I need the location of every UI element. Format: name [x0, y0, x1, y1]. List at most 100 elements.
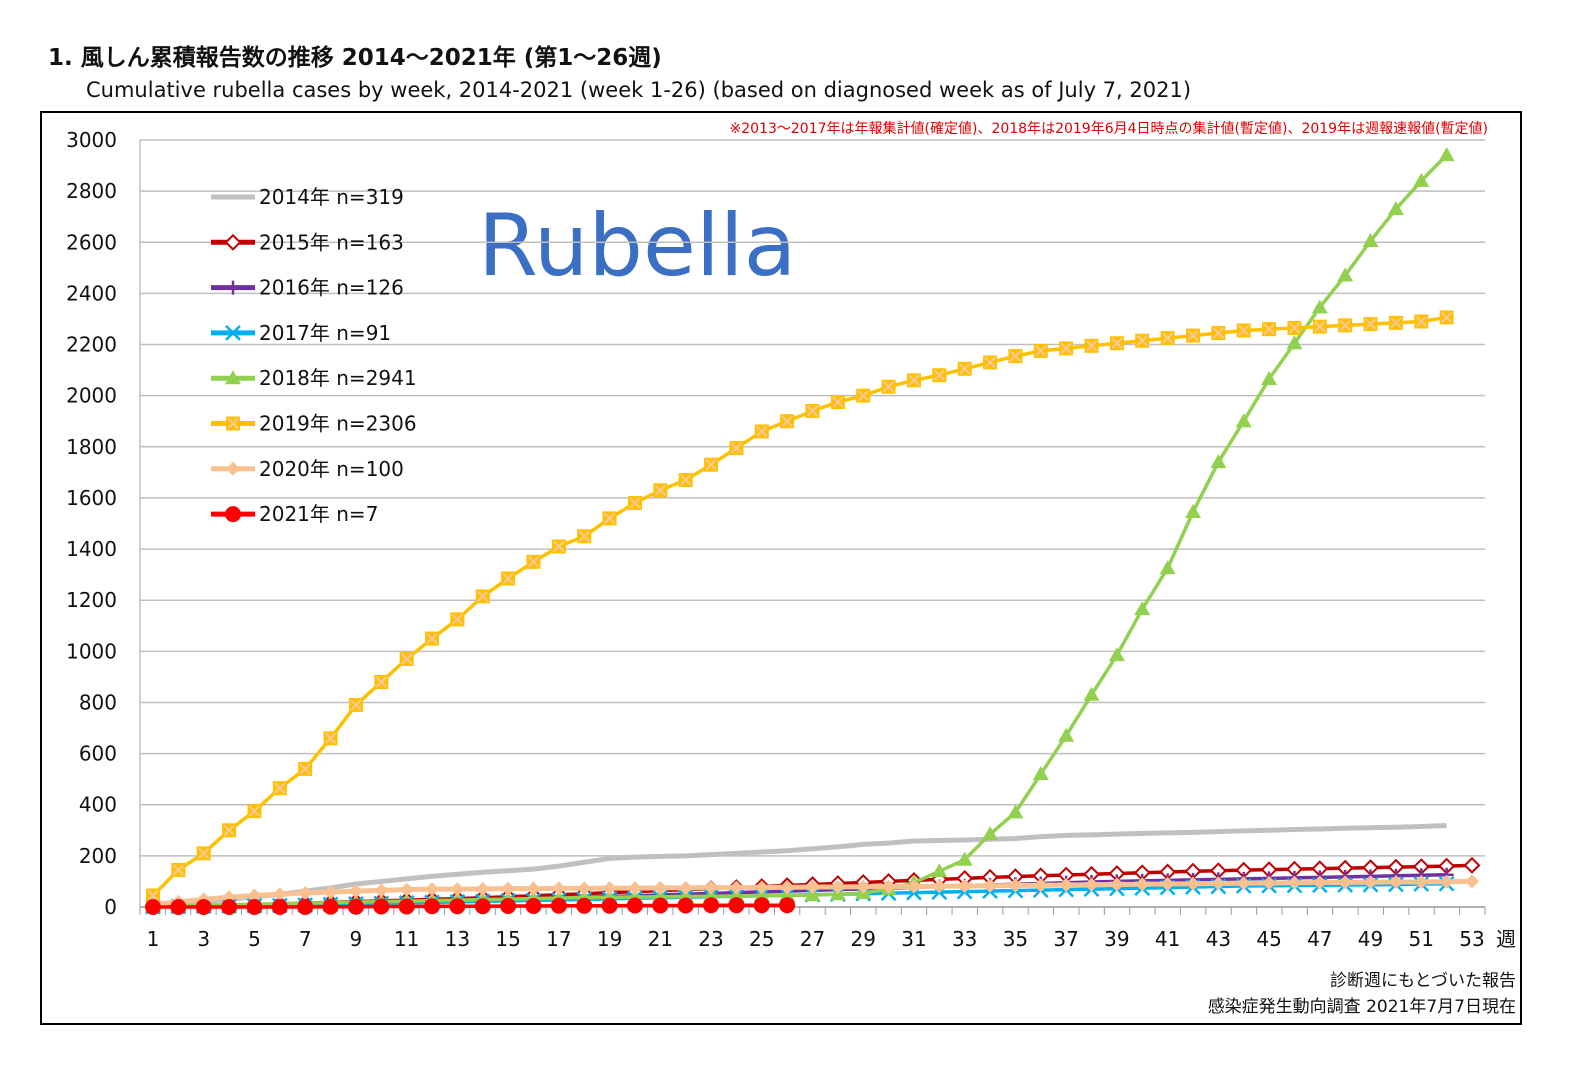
x-marker: [1314, 320, 1326, 333]
diamond-marker: [475, 881, 490, 896]
legend-item: 2017年 n=91: [211, 321, 391, 345]
triangle-marker: [1058, 727, 1075, 742]
circle-marker: [728, 897, 745, 914]
diamond-marker: [224, 233, 242, 251]
x-marker: [832, 396, 844, 408]
x-tick-label: 47: [1307, 927, 1332, 951]
diamond-marker: [425, 882, 440, 897]
diamond-marker: [1262, 875, 1277, 890]
legend-item: 2021年 n=7: [211, 502, 378, 526]
footer-line-2: 感染症発生動向調査 2021年7月7日現在: [1208, 997, 1516, 1017]
x-marker: [756, 425, 768, 438]
x-marker: [1060, 342, 1072, 355]
x-marker: [933, 369, 946, 381]
diamond-marker: [501, 881, 516, 896]
x-tick-label: 23: [698, 927, 723, 951]
diamond-marker: [856, 879, 871, 894]
x-marker: [806, 405, 819, 417]
circle-marker: [398, 898, 415, 915]
x-marker: [1288, 322, 1301, 334]
x-tick-label: 5: [248, 927, 261, 951]
diamond-marker: [272, 887, 287, 902]
legend-label: 2016年 n=126: [259, 276, 404, 300]
diamond-marker: [1185, 876, 1200, 891]
circle-marker: [474, 898, 491, 915]
series-line: [151, 315, 1447, 897]
x-marker: [400, 653, 413, 665]
series-2018: [145, 147, 1455, 913]
diamond-marker: [1059, 878, 1074, 893]
diamond-marker: [1439, 874, 1454, 889]
diamond-marker: [957, 879, 972, 894]
x-marker: [1111, 337, 1123, 349]
y-tick-label: 200: [79, 844, 117, 868]
triangle-marker: [1362, 232, 1379, 247]
x-marker: [198, 847, 210, 860]
diamond-marker: [1135, 877, 1150, 892]
circle-marker: [170, 899, 187, 915]
diamond-marker: [1463, 856, 1481, 874]
x-marker: [502, 572, 514, 585]
x-marker: [629, 497, 641, 509]
triangle-marker: [1235, 413, 1252, 428]
x-marker: [527, 556, 540, 568]
y-tick-label: 0: [104, 895, 117, 919]
x-marker: [1085, 340, 1098, 352]
x-tick-label: 21: [648, 927, 673, 951]
circle-marker: [297, 899, 314, 915]
diamond-marker: [1388, 874, 1403, 889]
legend-item: 2016年 n=126: [211, 276, 404, 300]
diamond-marker: [805, 880, 820, 895]
circle-marker: [550, 897, 567, 914]
y-tick-label: 2600: [66, 230, 117, 254]
circle-marker: [195, 899, 212, 915]
x-marker: [172, 864, 185, 876]
y-tick-label: 2000: [66, 384, 117, 408]
x-marker: [1009, 350, 1022, 362]
diamond-marker: [932, 879, 947, 894]
triangle-marker: [1159, 560, 1176, 575]
x-marker: [225, 325, 241, 341]
circle-marker: [145, 899, 161, 915]
circle-marker: [576, 897, 593, 914]
y-tick-label: 1600: [66, 486, 117, 510]
x-marker: [1364, 318, 1377, 330]
diamond-marker: [1465, 874, 1479, 889]
diamond-marker: [881, 879, 896, 894]
diamond-marker: [983, 878, 998, 893]
x-tick-label: 35: [1003, 927, 1028, 951]
triangle-marker: [1387, 201, 1404, 216]
legend-label: 2014年 n=319: [259, 185, 404, 209]
triangle-marker: [779, 887, 796, 902]
diamond-marker: [1287, 875, 1302, 890]
triangle-marker: [1184, 503, 1201, 518]
x-tick-label: 9: [350, 927, 363, 951]
x-marker: [375, 676, 387, 688]
y-tick-label: 1200: [66, 588, 117, 612]
legend-item: 2020年 n=100: [211, 457, 404, 481]
x-tick-label: 41: [1155, 927, 1180, 951]
diamond-marker: [374, 883, 389, 898]
diamond-marker: [1363, 875, 1378, 890]
triangle-marker: [956, 851, 973, 866]
circle-marker: [525, 897, 542, 914]
legend-label: 2019年 n=2306: [259, 412, 417, 436]
x-marker: [857, 389, 869, 402]
x-marker: [1263, 323, 1275, 335]
diamond-marker: [1084, 877, 1099, 892]
x-marker: [477, 590, 489, 603]
series-2014: [152, 822, 1447, 909]
triangle-marker: [1032, 766, 1049, 781]
triangle-marker: [1108, 647, 1125, 662]
x-marker: [1035, 345, 1047, 357]
y-tick-label: 2800: [66, 179, 117, 203]
x-tick-label: 49: [1358, 927, 1383, 951]
y-tick-label: 3000: [66, 128, 117, 152]
x-marker: [705, 458, 717, 471]
circle-marker: [221, 899, 238, 915]
y-tick-label: 2400: [66, 281, 117, 305]
series-line: [152, 822, 1447, 909]
diamond-marker: [1109, 877, 1124, 892]
x-marker: [1390, 317, 1402, 329]
